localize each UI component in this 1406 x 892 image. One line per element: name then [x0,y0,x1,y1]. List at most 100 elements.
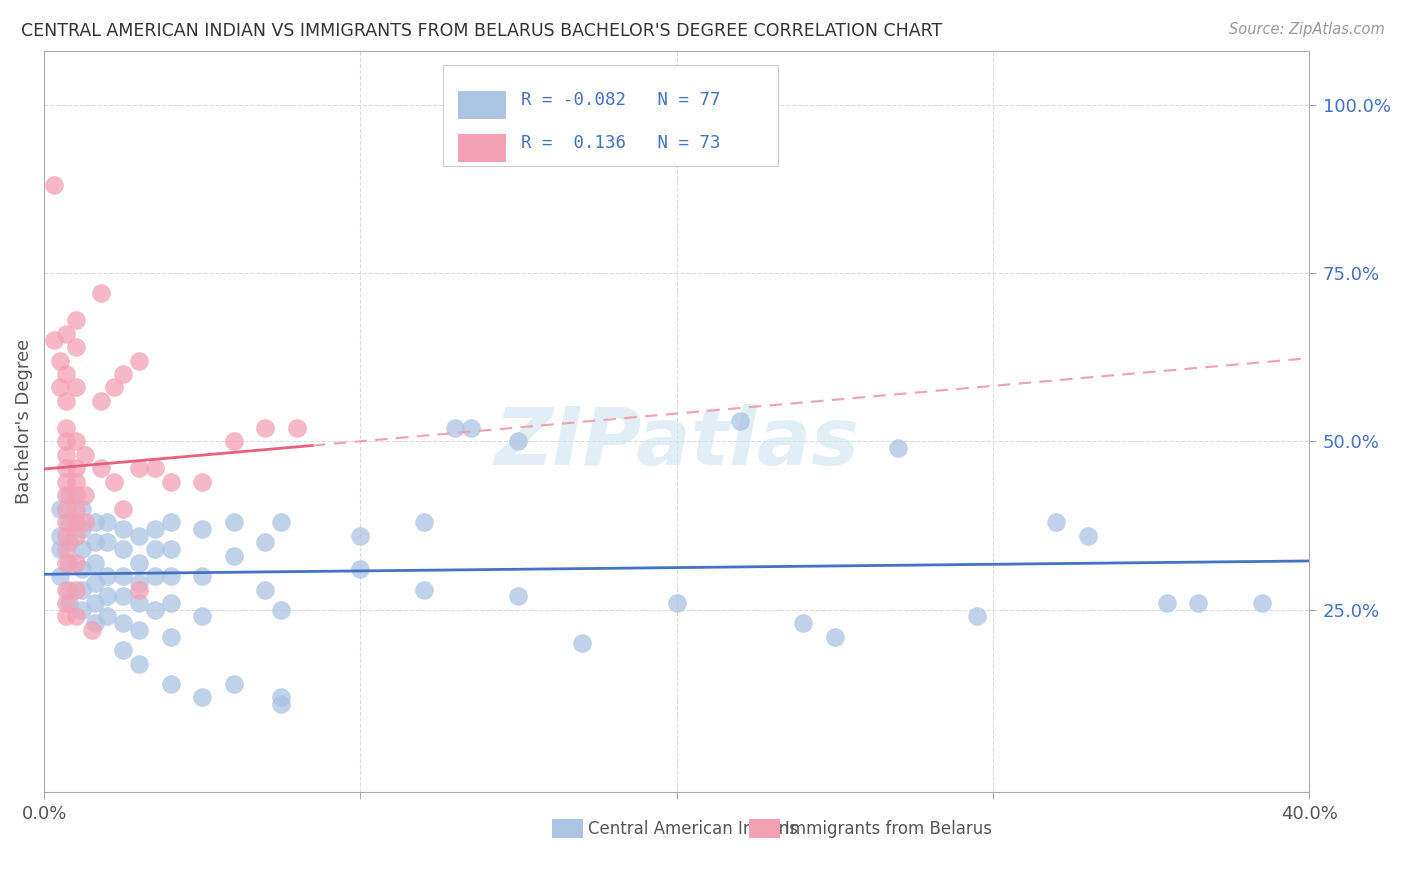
Text: Source: ZipAtlas.com: Source: ZipAtlas.com [1229,22,1385,37]
Point [270,515,292,529]
Point [58,556,80,570]
Point [270,603,292,617]
Point [75,488,97,502]
Point [254,582,277,597]
Point [70,501,93,516]
Point [191,475,214,489]
Point [103,380,125,394]
Point [96,515,118,529]
Point [55,556,77,570]
Text: R = -0.082   N = 77: R = -0.082 N = 77 [522,91,720,110]
Point [55,596,77,610]
Point [58,582,80,597]
Point [128,596,150,610]
Point [65,313,87,327]
Point [824,630,846,644]
Point [159,569,181,583]
Point [55,326,77,341]
Point [65,515,87,529]
Point [1250,596,1272,610]
Point [191,609,214,624]
Y-axis label: Bachelor's Degree: Bachelor's Degree [15,338,32,504]
Point [222,434,245,449]
Point [112,589,135,603]
Point [58,488,80,502]
Point [96,569,118,583]
Point [128,657,150,671]
Point [143,461,166,475]
Point [1156,596,1178,610]
Point [55,542,77,557]
Point [128,575,150,590]
Point [508,589,530,603]
Point [270,697,292,711]
FancyBboxPatch shape [458,91,506,119]
Point [58,596,80,610]
Point [1187,596,1209,610]
Point [65,528,87,542]
Point [792,616,814,631]
Point [665,596,688,610]
Point [55,421,77,435]
Point [887,441,910,455]
Point [112,501,135,516]
Point [571,636,593,650]
Point [112,643,135,657]
Point [83,515,105,529]
Point [70,562,93,576]
Point [508,434,530,449]
Point [412,582,434,597]
Point [143,522,166,536]
Point [55,528,77,542]
Point [112,367,135,381]
Point [70,542,93,557]
Point [460,421,482,435]
Point [159,677,181,691]
Point [49,528,72,542]
Point [96,609,118,624]
Point [191,522,214,536]
Point [70,582,93,597]
Point [55,367,77,381]
Point [412,515,434,529]
Point [112,542,135,557]
Point [222,515,245,529]
Point [159,515,181,529]
Point [191,569,214,583]
Point [83,616,105,631]
Point [254,421,277,435]
Text: Central American Indians: Central American Indians [588,820,799,838]
Point [55,609,77,624]
Point [112,569,135,583]
Point [58,535,80,549]
Text: ZIPatlas: ZIPatlas [494,404,859,483]
Point [159,596,181,610]
Point [55,393,77,408]
Point [90,286,112,301]
Point [112,522,135,536]
Point [55,501,77,516]
Point [65,582,87,597]
Point [55,461,77,475]
Point [966,609,988,624]
Point [128,623,150,637]
Point [191,690,214,705]
Point [75,515,97,529]
Point [55,434,77,449]
Point [1045,515,1067,529]
Point [96,535,118,549]
Point [143,542,166,557]
Point [159,542,181,557]
Point [143,569,166,583]
Point [65,340,87,354]
Point [1077,528,1099,542]
Point [65,501,87,516]
Point [80,623,103,637]
Point [270,690,292,705]
Point [159,630,181,644]
Text: Immigrants from Belarus: Immigrants from Belarus [785,820,993,838]
Point [65,556,87,570]
Point [58,515,80,529]
Point [70,522,93,536]
Point [285,421,308,435]
